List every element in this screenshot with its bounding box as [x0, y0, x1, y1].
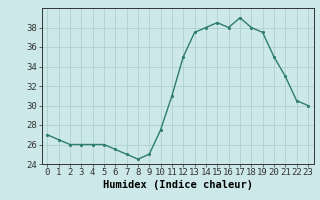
X-axis label: Humidex (Indice chaleur): Humidex (Indice chaleur)	[103, 180, 252, 190]
